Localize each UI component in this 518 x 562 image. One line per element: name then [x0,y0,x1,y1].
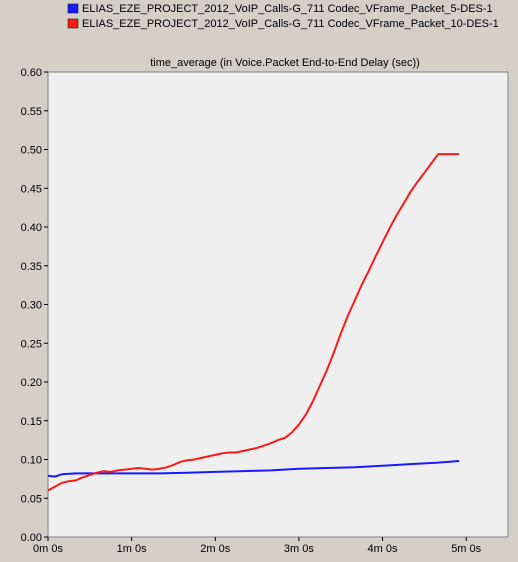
y-tick-label: 0.40 [21,222,42,234]
y-tick-label: 0.20 [21,377,42,389]
plot-area [47,71,509,538]
y-tick-label: 0.15 [21,416,42,428]
chart-title: time_average (in Voice.Packet End-to-End… [150,57,420,69]
x-tick-label: 1m 0s [117,543,147,555]
legend-swatch-1 [67,3,79,14]
y-tick-label: 0.30 [21,300,42,312]
legend-label-2: ELIAS_EZE_PROJECT_2012_VoIP_Calls-G_711 … [82,18,499,30]
y-tick-label: 0.50 [21,145,42,157]
series-layer [47,153,460,492]
x-tick-label: 0m 0s [33,543,63,555]
series-line-2 [47,153,460,492]
legend-label-1: ELIAS_EZE_PROJECT_2012_VoIP_Calls-G_711 … [82,3,493,15]
legend: ELIAS_EZE_PROJECT_2012_VoIP_Calls-G_711 … [67,3,499,30]
x-tick-label: 2m 0s [200,543,230,555]
y-tick-label: 0.05 [21,493,42,505]
series-line-1 [47,460,460,478]
x-tick-label: 3m 0s [284,543,314,555]
x-tick-label: 4m 0s [368,543,398,555]
y-tick-label: 0.60 [21,67,42,79]
y-tick-label: 0.45 [21,183,42,195]
y-tick-label: 0.35 [21,261,42,273]
y-tick-label: 0.10 [21,455,42,467]
y-tick-label: 0.25 [21,338,42,350]
y-tick-label: 0.55 [21,106,42,118]
axes: 0.00 0.05 0.10 0.15 0.20 0.25 0.30 0.35 0.40 0.45… [21,67,482,555]
y-tick-label: 0.00 [21,532,42,544]
legend-swatch-2 [67,18,79,29]
x-tick-label: 5m 0s [451,543,481,555]
